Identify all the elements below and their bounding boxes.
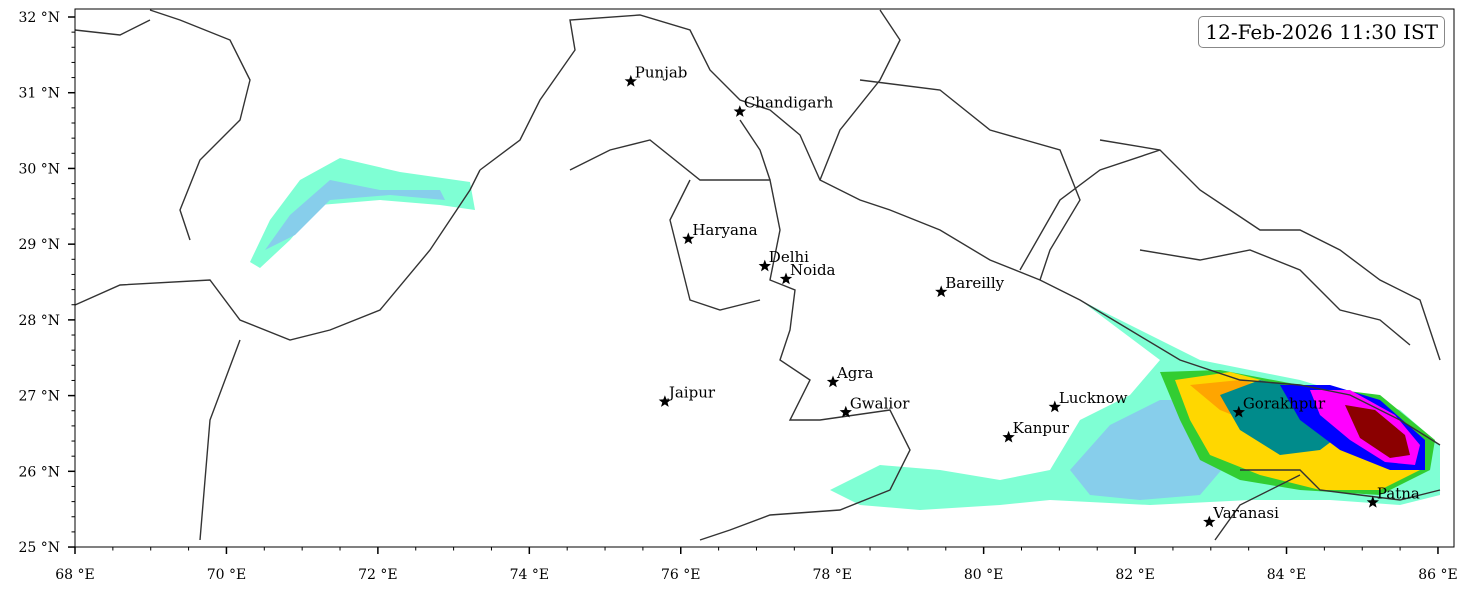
- city-label: Patna: [1377, 484, 1420, 502]
- boundary-line: [669, 179, 761, 311]
- star-icon: [839, 405, 852, 418]
- city-label: Jaipur: [667, 384, 716, 402]
- timestamp-label: 12-Feb-2026 11:30 IST: [1198, 16, 1445, 48]
- y-tick-label: 28 °N: [18, 313, 60, 329]
- axis-ticks: 68 °E 70 °E 72 °E 74 °E 76 °E 78 °E 80 °E 82 °E…: [18, 10, 1457, 583]
- y-tick-label: 32 °N: [18, 10, 60, 26]
- boundary-line: [479, 14, 1441, 446]
- city-gwalior: Gwalior: [839, 394, 910, 418]
- city-delhi: Delhi: [758, 248, 809, 272]
- state-borders: [74, 9, 1441, 541]
- x-tick-label: 70 °E: [207, 567, 246, 583]
- star-icon: [779, 272, 793, 285]
- star-icon: [1048, 400, 1061, 413]
- x-tick-label: 72 °E: [358, 567, 397, 583]
- city-label: Kanpur: [1013, 419, 1070, 437]
- y-tick-label: 31 °N: [18, 86, 60, 102]
- star-icon: [658, 395, 671, 407]
- city-label: Gorakhpur: [1243, 394, 1326, 412]
- city-patna: Patna: [1366, 484, 1420, 508]
- y-tick-label: 27 °N: [18, 389, 60, 405]
- city-label: Gwalior: [850, 394, 910, 412]
- city-label: Chandigarh: [744, 94, 834, 112]
- city-label: Agra: [836, 364, 874, 382]
- city-label: Punjab: [635, 63, 688, 81]
- y-tick-label: 26 °N: [18, 464, 60, 480]
- boundary-line: [1240, 469, 1441, 501]
- y-tick-label: 29 °N: [18, 237, 60, 253]
- boundary-line: [1214, 474, 1301, 541]
- x-tick-label: 74 °E: [510, 567, 549, 583]
- x-tick-label: 76 °E: [661, 567, 700, 583]
- boundary-line: [74, 169, 481, 341]
- boundary-line: [199, 339, 241, 541]
- x-tick-label: 86 °E: [1418, 567, 1457, 583]
- city-haryana: Haryana: [682, 221, 758, 245]
- city-label: Varanasi: [1212, 504, 1279, 522]
- boundary-line: [739, 119, 771, 181]
- boundary-line: [149, 9, 251, 241]
- rain-cell: [250, 158, 475, 268]
- city-label: Bareilly: [945, 274, 1004, 292]
- map-frame: [74, 8, 1455, 548]
- rain-cell: [265, 180, 445, 250]
- city-jaipur: Jaipur: [658, 384, 716, 407]
- city-agra: Agra: [826, 364, 874, 388]
- boundary-line: [74, 19, 151, 36]
- star-icon: [1002, 430, 1015, 443]
- city-gorakhpur: Gorakhpur: [1232, 394, 1326, 418]
- y-tick-label: 25 °N: [18, 540, 60, 556]
- city-bareilly: Bareilly: [935, 274, 1005, 298]
- star-icon: [624, 74, 637, 87]
- x-tick-label: 80 °E: [964, 567, 1003, 583]
- city-label: Delhi: [769, 248, 809, 266]
- star-icon: [1203, 515, 1216, 528]
- boundary-line: [1139, 249, 1411, 346]
- city-chandigarh: Chandigarh: [733, 94, 834, 117]
- city-noida: Noida: [779, 261, 836, 285]
- city-label: Noida: [790, 261, 836, 279]
- rain-cell: [1345, 405, 1410, 458]
- star-icon: [1232, 405, 1245, 418]
- star-icon: [1366, 495, 1379, 508]
- city-punjab: Punjab: [624, 63, 688, 87]
- boundary-line: [1099, 139, 1441, 361]
- city-kanpur: Kanpur: [1002, 419, 1070, 443]
- city-label: Lucknow: [1059, 389, 1128, 407]
- city-varanasi: Varanasi: [1203, 504, 1279, 528]
- star-icon: [826, 375, 840, 388]
- x-tick-label: 78 °E: [812, 567, 851, 583]
- y-tick-label: 30 °N: [18, 161, 60, 177]
- star-icon: [935, 285, 948, 298]
- boundary-line: [569, 139, 911, 541]
- boundary-line: [1019, 149, 1161, 271]
- star-icon: [758, 259, 771, 272]
- x-tick-label: 84 °E: [1267, 567, 1306, 583]
- rainfall-layer: [250, 158, 1440, 510]
- x-tick-label: 82 °E: [1115, 567, 1154, 583]
- city-label: Haryana: [692, 221, 757, 239]
- boundary-line: [819, 9, 901, 181]
- city-lucknow: Lucknow: [1048, 389, 1128, 413]
- star-icon: [682, 232, 695, 245]
- boundary-line: [859, 79, 1081, 281]
- star-icon: [733, 105, 746, 117]
- x-tick-label: 68 °E: [55, 567, 94, 583]
